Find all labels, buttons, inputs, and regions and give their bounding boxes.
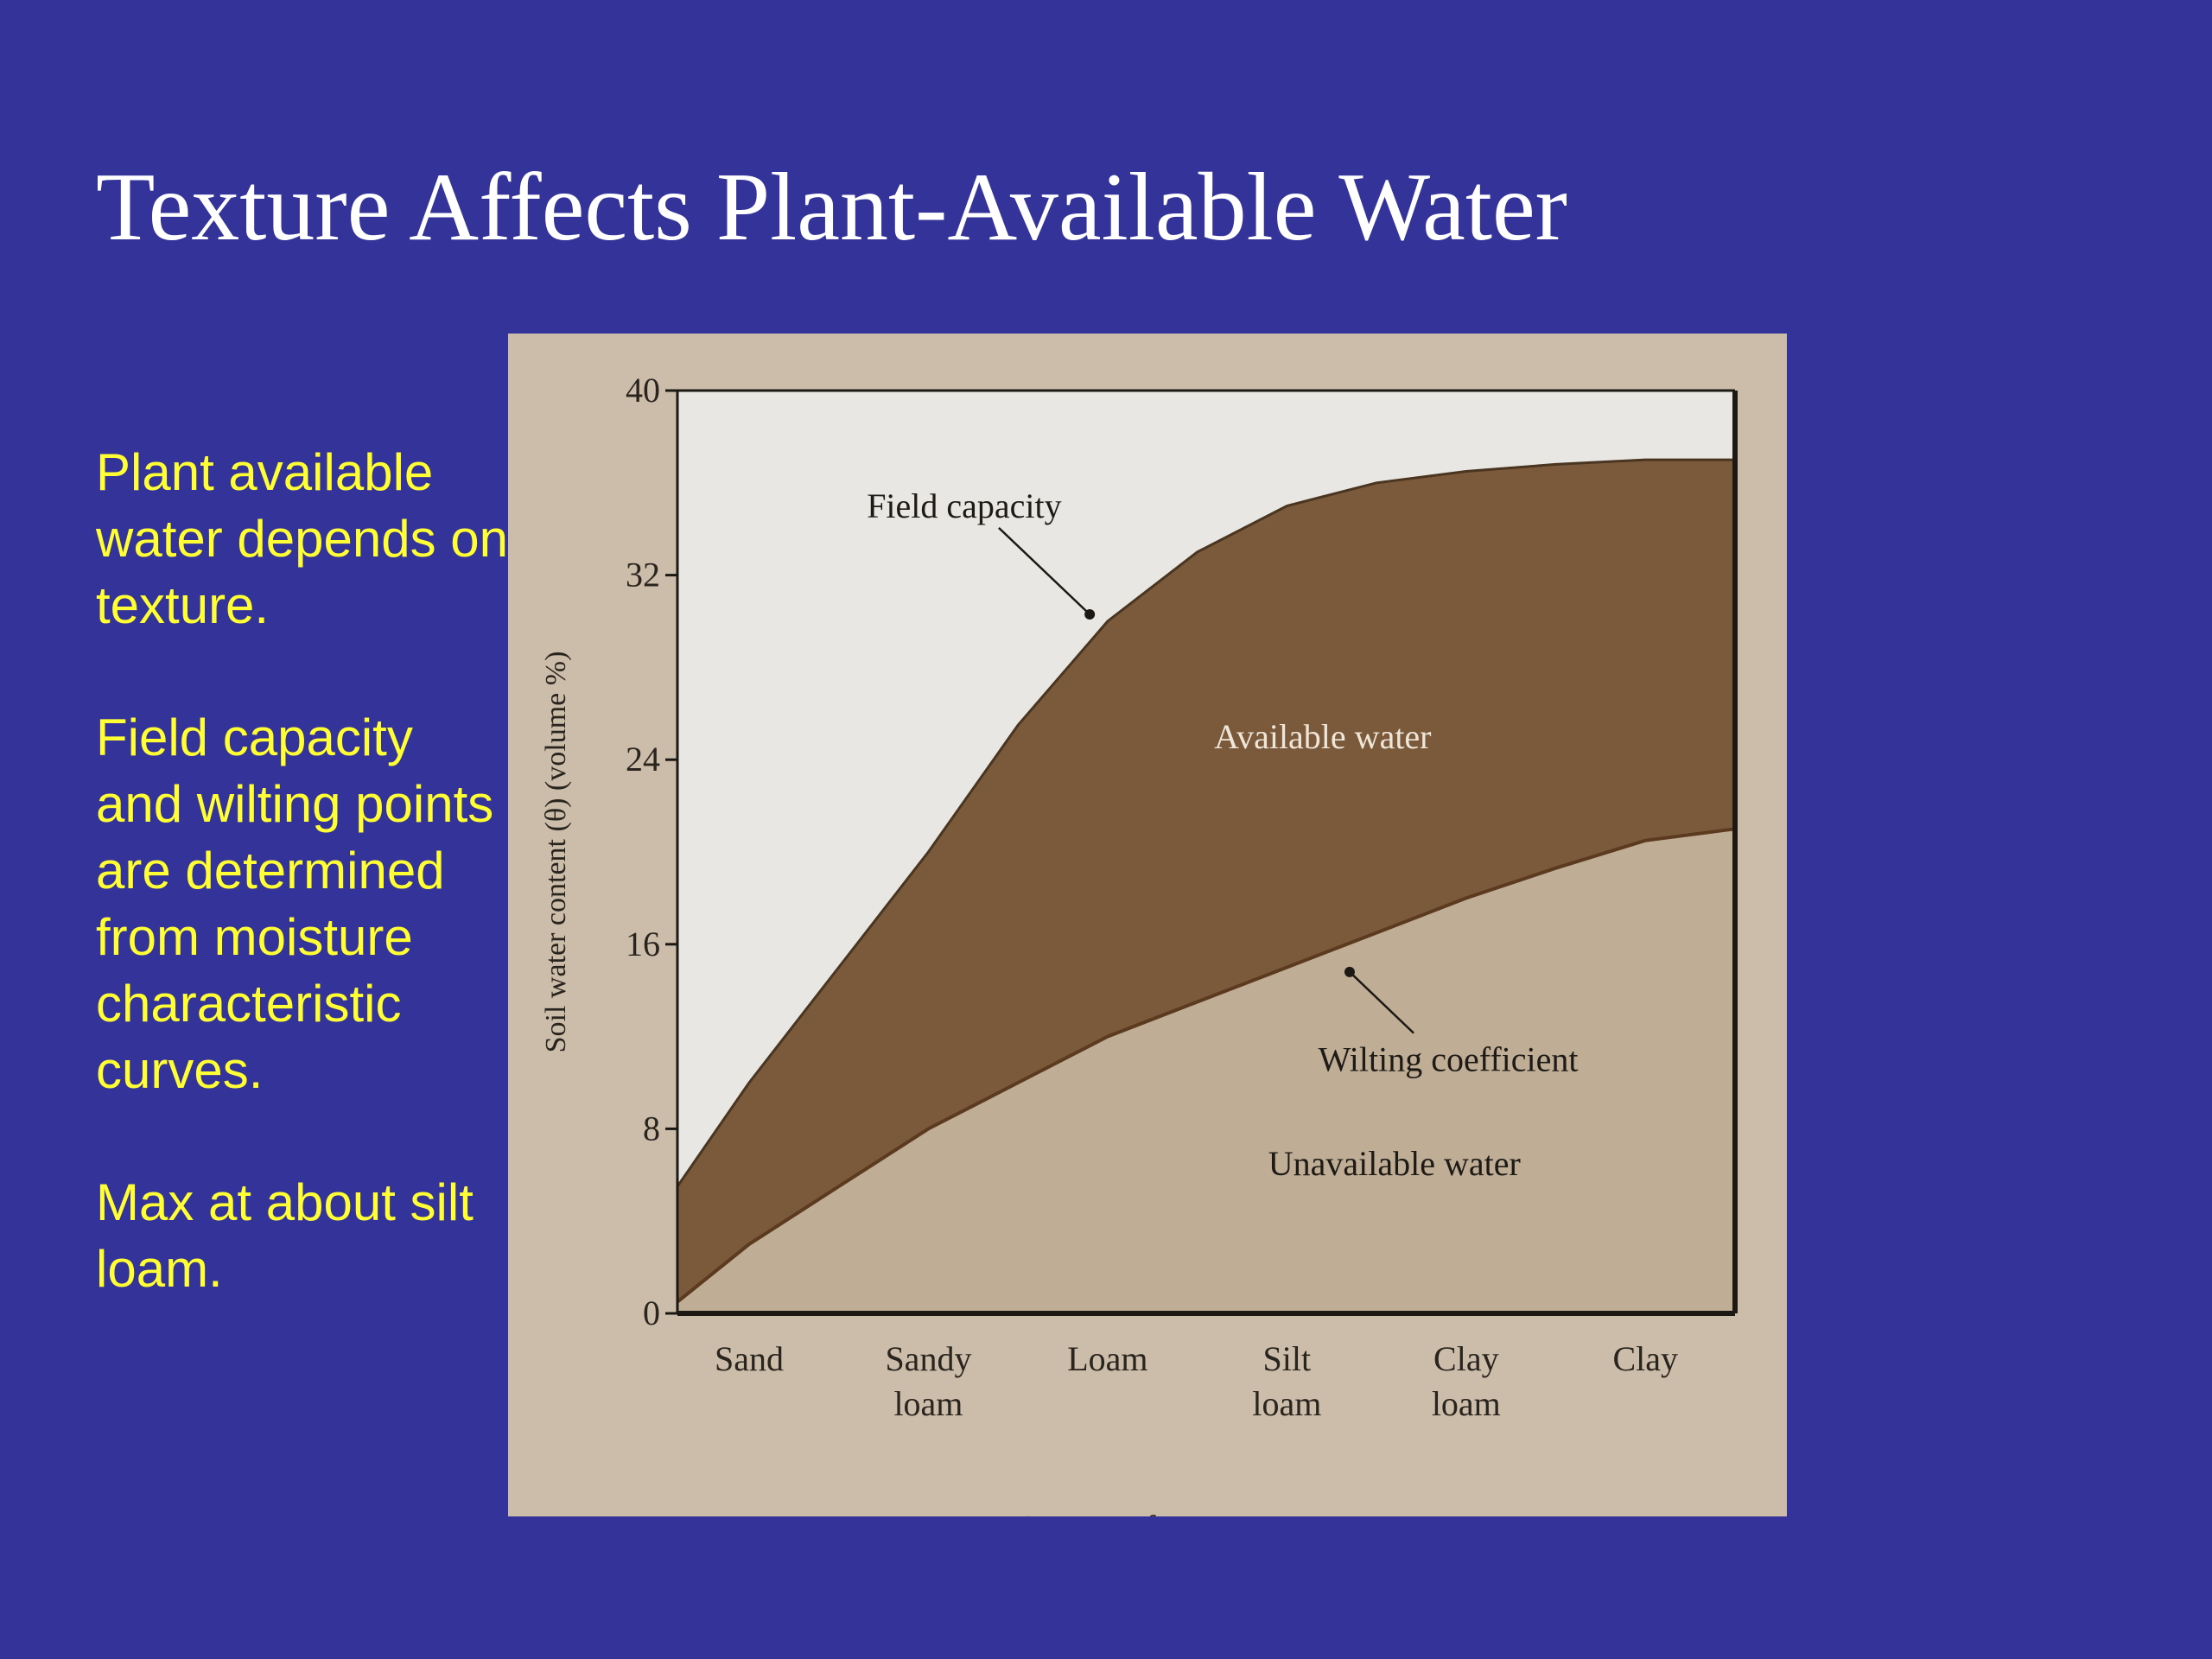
annotation-leader <box>1349 970 1414 1034</box>
y-tick-label: 8 <box>643 1109 660 1147</box>
annotation-unavailable-water: Unavailable water <box>1268 1144 1521 1183</box>
bullet-texture: Plant available water depends on texture… <box>96 443 509 634</box>
x-tick-label: Sandy <box>885 1339 971 1378</box>
field-capacity-line <box>676 458 1735 1187</box>
x-axis-ticks: Sand Sandy loam Loam Silt loam Clay loam Clay <box>715 1339 1678 1423</box>
chart-annotations: Field capacity Available water Wilting coe… <box>867 486 1578 1183</box>
y-tick-label: 16 <box>626 925 660 963</box>
annotation-wilting-coefficient: Wilting coefficient <box>1319 1040 1579 1079</box>
chart-panel: 0 8 16 24 32 40 Sand Sandy loam Loam Silt loam Clay… <box>508 334 1787 1516</box>
x-tick-label: Clay <box>1612 1339 1678 1378</box>
plot-frame <box>676 389 1738 1316</box>
annotation-point <box>1344 966 1355 977</box>
x-tick-label: loam <box>1252 1384 1321 1423</box>
y-tick-label: 40 <box>626 371 660 410</box>
x-tick-label: Silt <box>1263 1339 1312 1378</box>
x-tick-label: loam <box>893 1384 963 1423</box>
x-tick-label: Clay <box>1433 1339 1499 1378</box>
x-tick-label: loam <box>1432 1384 1501 1423</box>
bullet-field-capacity: Field capacity and wilting points are de… <box>96 709 494 1099</box>
y-axis-label: Soil water content (θ) (volume %) <box>540 652 572 1053</box>
unavailable-water-area <box>677 829 1735 1313</box>
water-content-chart: 0 8 16 24 32 40 Sand Sandy loam Loam Silt loam Clay… <box>508 334 1787 1516</box>
available-water-area <box>677 460 1735 1302</box>
bullet-max: Max at about silt loam. <box>96 1173 474 1298</box>
annotation-leader <box>998 526 1091 615</box>
annotation-available-water: Available water <box>1214 717 1431 756</box>
annotation-field-capacity: Field capacity <box>867 486 1061 525</box>
x-tick-label: Loam <box>1067 1339 1147 1378</box>
slide-title: Texture Affects Plant-Available Water <box>96 154 1567 261</box>
y-tick-label: 24 <box>626 740 660 779</box>
y-tick-label: 32 <box>626 556 660 594</box>
x-tick-label: Sand <box>715 1339 784 1378</box>
y-tick-label: 0 <box>643 1294 660 1332</box>
wilting-coefficient-line <box>676 827 1736 1304</box>
annotation-point <box>1084 608 1096 620</box>
bullet-list: Plant available water depends on texture… <box>96 439 511 1368</box>
y-axis-ticks: 0 8 16 24 32 40 <box>626 371 677 1332</box>
x-axis-label: Fineness of texture <box>1005 1510 1255 1516</box>
